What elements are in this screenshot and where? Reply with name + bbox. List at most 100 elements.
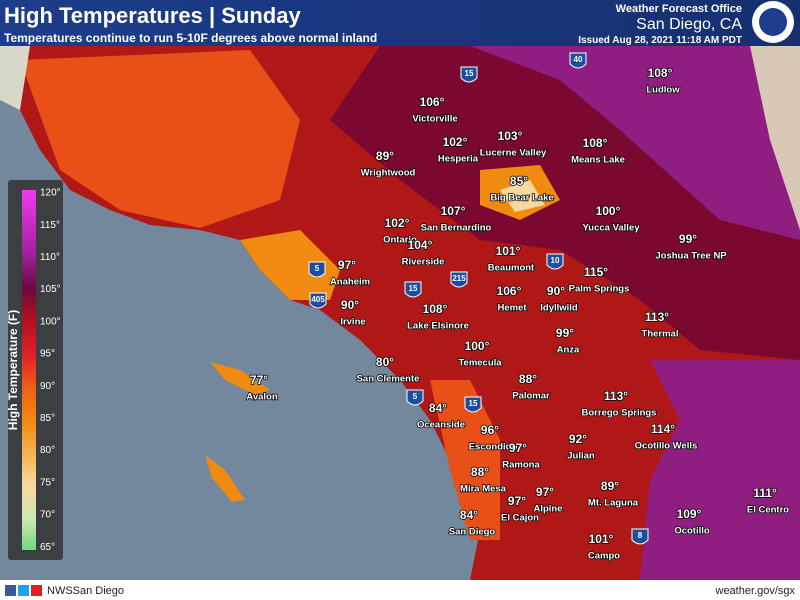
issued: Issued Aug 28, 2021 11:18 AM PDT: [578, 35, 742, 46]
temperature: 100°: [596, 204, 621, 218]
highway-number: 405: [311, 295, 325, 304]
legend-tick-label: 110°: [40, 252, 60, 263]
temperature: 113°: [645, 310, 669, 324]
temperature: 108°: [583, 136, 608, 150]
temperature: 113°: [604, 389, 628, 403]
temperature: 88°: [471, 465, 489, 479]
subtitle: Temperatures continue to run 5-10F degre…: [4, 31, 377, 45]
city-name: Ramona: [502, 460, 540, 471]
land-desert: [470, 46, 800, 240]
nws-logo: [759, 8, 787, 36]
island: [205, 455, 245, 502]
city-name: Avalon: [246, 392, 278, 403]
city-name: San Clemente: [357, 374, 420, 385]
city-name: Mt. Laguna: [588, 498, 639, 509]
twitter-icon: [18, 585, 29, 596]
mountains: [500, 180, 545, 212]
temperature: 84°: [429, 401, 447, 415]
temperature: 101°: [589, 532, 614, 546]
temperature: 99°: [679, 232, 697, 246]
highway-shield: [404, 281, 422, 298]
city-name: Anaheim: [330, 277, 370, 288]
city-name: Alpine: [533, 504, 562, 515]
title: High Temperatures | Sunday: [4, 3, 301, 28]
legend-title: High Temperature (F): [6, 310, 20, 430]
highway-number: 215: [452, 274, 466, 283]
highway-shield: [450, 271, 468, 288]
legend-tick-label: 85°: [40, 413, 55, 424]
legend-tick-label: 100°: [40, 316, 61, 327]
land-desert: [640, 360, 800, 580]
temperature: 97°: [509, 441, 527, 455]
legend-tick-label: 90°: [40, 381, 55, 392]
legend-tick-label: 65°: [40, 542, 55, 553]
city-name: Irvine: [340, 317, 365, 328]
city-name: Campo: [588, 551, 620, 562]
temperature: 107°: [441, 204, 466, 218]
city-name: Riverside: [402, 257, 445, 268]
city-name: El Cajon: [501, 513, 539, 524]
legend-tick-label: 115°: [40, 220, 60, 231]
highway-number: 15: [409, 284, 418, 293]
city-name: Joshua Tree NP: [655, 251, 727, 262]
city-name: Ludlow: [646, 85, 680, 96]
land-coastal: [20, 50, 300, 228]
temperature: 97°: [338, 258, 356, 272]
temperature: 90°: [547, 284, 565, 298]
highway-shield: [546, 253, 564, 270]
temperature: 111°: [753, 486, 777, 500]
city-name: Thermal: [642, 329, 679, 340]
temperature: 77°: [250, 373, 268, 387]
legend-tick-label: 75°: [40, 477, 55, 488]
legend-tick-label: 70°: [40, 510, 55, 521]
temperature: 89°: [376, 149, 394, 163]
outside-area: [750, 46, 800, 230]
legend-tick-label: 105°: [40, 284, 61, 295]
land-coastal: [240, 230, 340, 300]
temperature: 114°: [651, 422, 675, 436]
temperature: 85°: [510, 174, 528, 188]
city-name: Oceanside: [417, 420, 465, 431]
highway-shield: [464, 396, 482, 413]
temperature: 90°: [341, 298, 359, 312]
city-name: Ontario: [383, 235, 417, 246]
city-name: Big Bear Lake: [490, 193, 553, 204]
highway-shield: [460, 66, 478, 83]
city-name: San Bernardino: [421, 223, 492, 234]
header-bar: [0, 0, 800, 46]
temperature: 103°: [498, 129, 523, 143]
highway-number: 40: [574, 55, 583, 64]
temperature: 84°: [460, 508, 478, 522]
city-name: San Diego: [449, 527, 496, 538]
highway-number: 15: [465, 69, 474, 78]
city-name: Julian: [567, 451, 595, 462]
outside-area: [0, 46, 30, 110]
city-name: Palomar: [512, 391, 550, 402]
social-handle: NWSSan Diego: [47, 585, 124, 597]
highway-number: 10: [551, 256, 560, 265]
temperature: 97°: [536, 485, 554, 499]
facebook-icon: [5, 585, 16, 596]
temperature: 102°: [385, 216, 410, 230]
temperature: 101°: [496, 244, 521, 258]
temperature: 99°: [556, 326, 574, 340]
city-name: Wrightwood: [361, 168, 416, 179]
city-name: Temecula: [458, 358, 502, 369]
highway-shield: [631, 528, 649, 545]
city-name: Mira Mesa: [460, 484, 507, 495]
temperature: 106°: [497, 284, 522, 298]
temperature: 108°: [423, 302, 448, 316]
youtube-icon: [31, 585, 42, 596]
highway-number: 8: [638, 531, 643, 540]
temperature: 102°: [443, 135, 468, 149]
legend-tick-label: 80°: [40, 445, 55, 456]
temperature: 100°: [465, 339, 490, 353]
city-name: Hesperia: [438, 154, 479, 165]
city-name: Palm Springs: [569, 284, 630, 295]
highway-shield: [569, 52, 587, 69]
highway-shield: [406, 389, 424, 406]
location: San Diego, CA: [636, 16, 742, 33]
temperature: 97°: [508, 494, 526, 508]
land-coastal: [430, 380, 500, 540]
city-name: Idyllwild: [540, 303, 578, 314]
